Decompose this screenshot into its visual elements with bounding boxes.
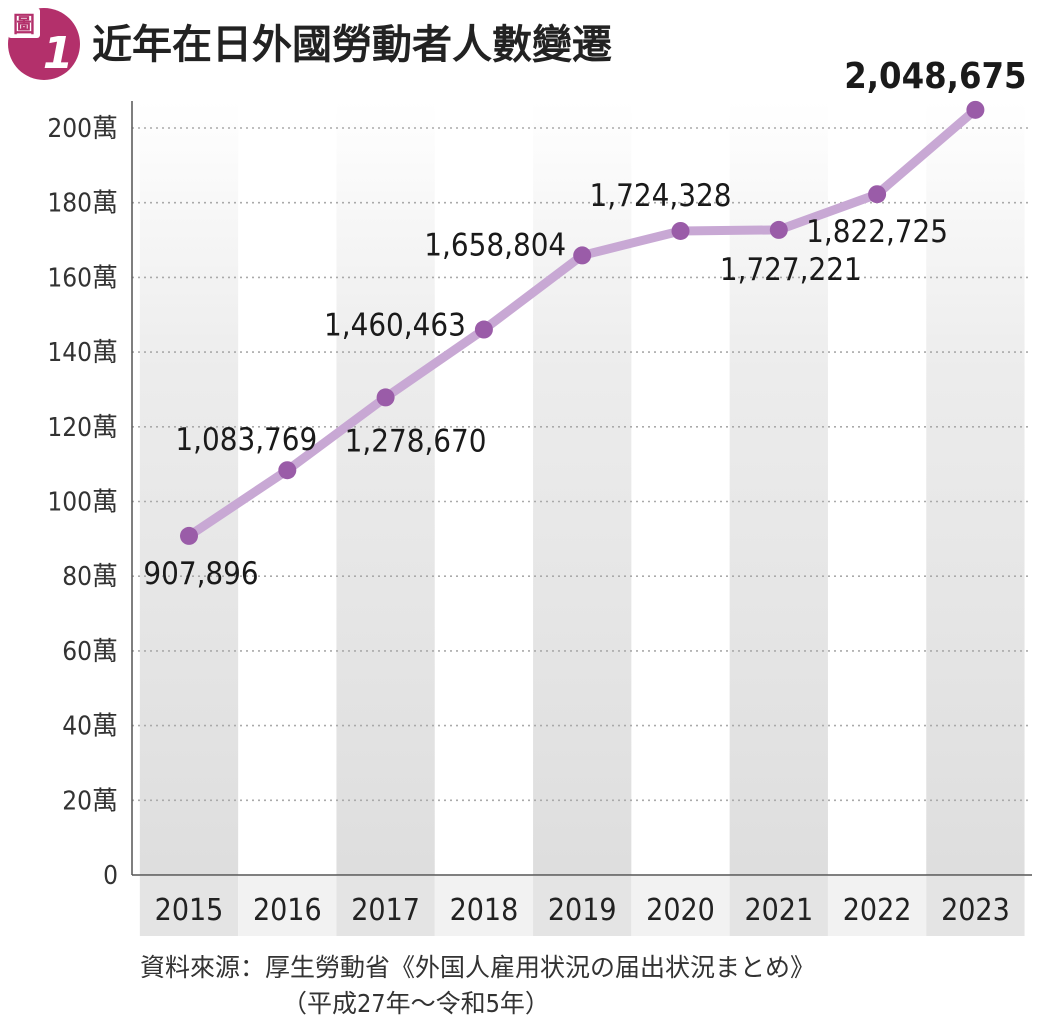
x-tick-label: 2022 xyxy=(843,893,912,928)
x-category-cell-2023 xyxy=(926,876,1025,936)
series-points xyxy=(180,100,985,545)
data-label-2016: 1,083,769 xyxy=(175,422,317,458)
y-tick-label: 40萬 xyxy=(62,712,118,742)
x-tick-label: 2020 xyxy=(646,893,715,928)
data-point-2018 xyxy=(474,320,493,339)
grid-lines xyxy=(132,127,1032,802)
x-tick-label: 2018 xyxy=(450,893,519,928)
data-point-2019 xyxy=(573,246,592,265)
title-badge: 圖 1 xyxy=(8,8,80,80)
data-label-2021: 1,727,221 xyxy=(720,252,862,288)
data-point-2022 xyxy=(868,185,887,204)
data-point-2017 xyxy=(376,388,395,407)
x-category-cell-2015 xyxy=(139,876,239,936)
column-band-2019 xyxy=(533,101,632,875)
column-band-2015 xyxy=(139,101,239,875)
x-category-cell-2017 xyxy=(336,876,435,936)
x-category-cell-2022 xyxy=(827,876,927,936)
data-point-2020 xyxy=(671,221,690,240)
x-tick-label: 2015 xyxy=(155,893,224,928)
y-tick-label: 0 xyxy=(103,861,118,891)
badge-label: 圖 xyxy=(13,13,35,38)
data-point-2016 xyxy=(278,461,297,480)
column-band-2017 xyxy=(336,101,435,875)
data-label-2018: 1,460,463 xyxy=(324,308,466,344)
x-category-cell-2019 xyxy=(533,876,632,936)
y-tick-label: 200萬 xyxy=(47,114,118,144)
data-label-2022: 1,822,725 xyxy=(806,214,948,250)
source-line-2: （平成27年～令和5年） xyxy=(282,989,550,1018)
data-labels: 907,896 1,083,769 1,278,670 1,460,463 1,658,… xyxy=(143,56,1026,592)
data-label-2023: 2,048,675 xyxy=(844,56,1026,97)
x-tick-label: 2016 xyxy=(253,893,322,928)
chart-title: 近年在日外國勞動者人數變遷 xyxy=(92,22,612,68)
badge-label-box xyxy=(8,8,40,38)
y-tick-labels: 0 20萬 40萬 60萬 80萬 100萬 120萬 140萬 160萬 180萬 200萬 xyxy=(47,114,118,891)
y-tick-label: 140萬 xyxy=(47,338,118,368)
x-tick-label: 2017 xyxy=(351,893,420,928)
x-category-cell-2016 xyxy=(238,876,337,936)
x-category-cell-2018 xyxy=(434,876,534,936)
y-tick-label: 160萬 xyxy=(47,263,118,293)
y-tick-label: 60萬 xyxy=(62,637,118,667)
axes xyxy=(131,101,1032,876)
y-tick-label: 20萬 xyxy=(62,786,118,816)
y-tick-label: 180萬 xyxy=(47,189,118,219)
column-band-2023 xyxy=(926,101,1025,875)
y-tick-label: 80萬 xyxy=(62,562,118,592)
x-category-cell-2020 xyxy=(631,876,730,936)
y-tick-label: 100萬 xyxy=(47,488,118,518)
x-tick-label: 2021 xyxy=(744,893,813,928)
source-line-1: 資料來源：厚生勞動省《外国人雇用状況の届出状況まとめ》 xyxy=(140,953,815,982)
data-point-2015 xyxy=(180,526,198,545)
x-tick-label: 2019 xyxy=(548,893,617,928)
data-label-2015: 907,896 xyxy=(143,556,258,592)
x-tick-label: 2023 xyxy=(941,893,1010,928)
x-tick-labels: 2015 2016 2017 2018 2019 2020 2021 2022 2023 xyxy=(155,893,1010,928)
data-point-2021 xyxy=(769,220,788,239)
data-point-2023 xyxy=(966,100,985,119)
data-label-2020: 1,724,328 xyxy=(590,178,732,214)
data-label-2017: 1,278,670 xyxy=(345,423,487,459)
x-category-cell-2021 xyxy=(729,876,828,936)
data-label-2019: 1,658,804 xyxy=(424,227,566,263)
y-tick-label: 120萬 xyxy=(47,413,118,443)
badge-number: 1 xyxy=(43,28,74,79)
